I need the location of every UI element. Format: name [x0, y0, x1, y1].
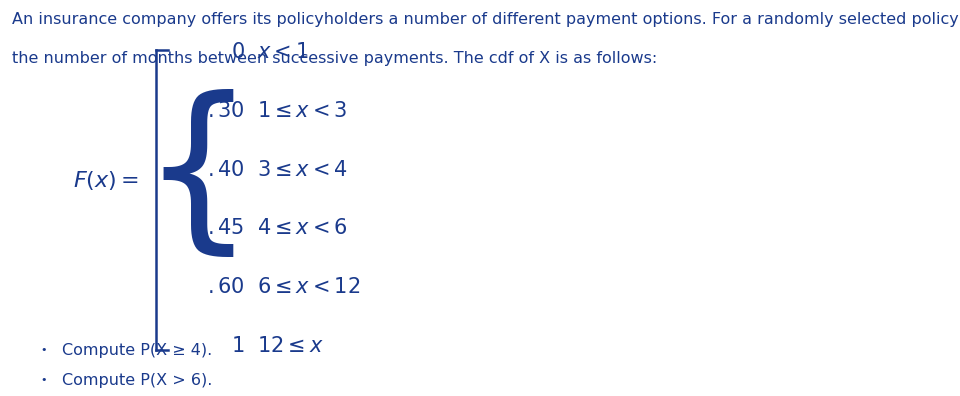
Text: $6 \leq x < 12$: $6 \leq x < 12$ [257, 278, 361, 298]
Text: •: • [40, 375, 46, 385]
Text: An insurance company offers its policyholders a number of different payment opti: An insurance company offers its policyho… [12, 12, 960, 27]
Text: $\mathit{F(x)}=$: $\mathit{F(x)}=$ [73, 169, 139, 192]
Text: $\mathit{.60}$: $\mathit{.60}$ [207, 278, 245, 298]
Text: $\mathit{1}$: $\mathit{1}$ [231, 337, 245, 356]
Text: $\left\{\ \right.$: $\left\{\ \right.$ [140, 94, 234, 266]
Text: the number of months between successive payments. The cdf of X is as follows:: the number of months between successive … [12, 51, 657, 67]
Text: Compute P(X ≥ 4).: Compute P(X ≥ 4). [62, 343, 213, 358]
Text: •: • [40, 345, 46, 356]
Text: $3 \leq x < 4$: $3 \leq x < 4$ [257, 161, 348, 181]
Text: $\mathit{.40}$: $\mathit{.40}$ [207, 161, 245, 181]
Text: $1 \leq x < 3$: $1 \leq x < 3$ [257, 102, 348, 122]
Text: Compute P(X > 6).: Compute P(X > 6). [62, 373, 213, 388]
Text: $12 \leq x$: $12 \leq x$ [257, 337, 324, 356]
Text: $x < 1$: $x < 1$ [257, 44, 309, 63]
Text: $\mathit{.45}$: $\mathit{.45}$ [207, 219, 245, 239]
Text: $\mathit{0}$: $\mathit{0}$ [231, 44, 245, 63]
Text: $\mathit{.30}$: $\mathit{.30}$ [207, 102, 245, 122]
Text: $4 \leq x < 6$: $4 \leq x < 6$ [257, 219, 348, 239]
